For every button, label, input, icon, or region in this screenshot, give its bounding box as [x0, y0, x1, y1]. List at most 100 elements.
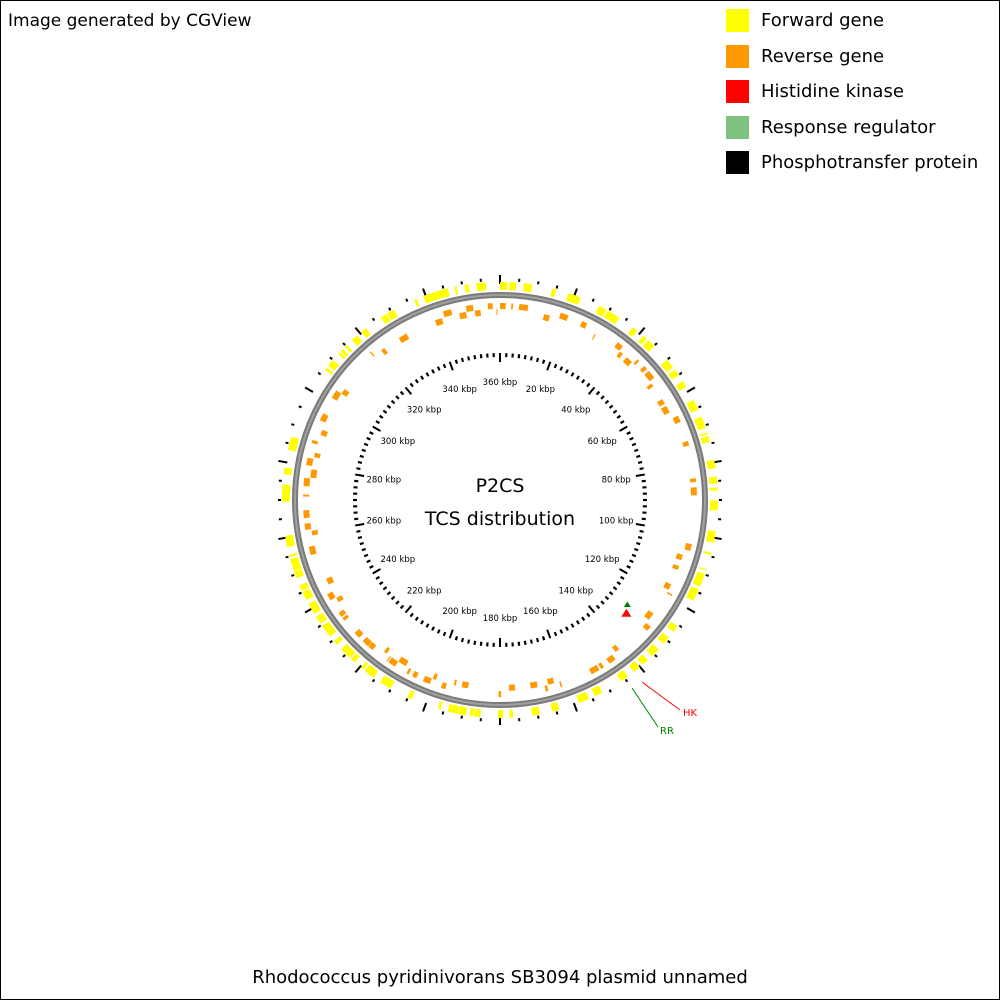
reverse-gene [508, 684, 516, 691]
forward-gene [627, 327, 638, 337]
inner-major-tick [404, 605, 413, 614]
kbp-tick-label: 60 kbp [588, 437, 617, 447]
reverse-gene [326, 576, 335, 585]
inner-minor-tick [575, 375, 580, 380]
inner-minor-tick [581, 616, 586, 622]
tcs-markers [621, 601, 632, 617]
forward-gene [380, 675, 395, 689]
inner-minor-tick [382, 409, 388, 414]
reverse-gene [434, 318, 444, 327]
inner-minor-tick [395, 395, 400, 400]
kbp-tick-label: 80 kbp [602, 476, 631, 486]
reverse-gene [461, 681, 470, 689]
kbp-tick-label: 320 kbp [407, 406, 442, 416]
outer-minor-tick [371, 678, 376, 683]
inner-minor-tick [354, 479, 359, 483]
forward-gene [591, 685, 603, 697]
forward-gene [509, 709, 514, 718]
forward-gene [308, 600, 322, 615]
inner-minor-tick [378, 581, 384, 586]
inner-minor-tick [356, 467, 361, 471]
kbp-tick-label: 280 kbp [366, 476, 401, 486]
inner-minor-tick [395, 600, 400, 605]
reverse-gene [644, 610, 654, 620]
inner-minor-tick [354, 517, 359, 521]
hk-callout-line [641, 681, 681, 711]
forward-gene [458, 706, 468, 716]
inner-minor-tick [366, 436, 371, 441]
inner-minor-tick [467, 639, 471, 644]
forward-gene [638, 335, 647, 345]
inner-minor-tick [460, 357, 465, 363]
outer-major-tick [638, 664, 646, 674]
outer-minor-tick [678, 624, 683, 629]
reverse-gene [338, 609, 347, 617]
inner-minor-tick [641, 517, 646, 521]
outer-minor-tick [624, 317, 629, 322]
forward-gene [351, 653, 360, 663]
outer-minor-tick [460, 281, 463, 285]
legend-label: Phosphotransfer protein [761, 152, 979, 173]
reverse-gene [369, 351, 375, 357]
inner-minor-tick [629, 559, 634, 564]
outer-minor-tick [698, 591, 702, 595]
outer-minor-tick [329, 356, 333, 360]
outer-minor-tick [342, 654, 346, 658]
forward-gene [283, 467, 293, 476]
reverse-gene-swatch [726, 44, 749, 68]
forward-gene [709, 487, 718, 491]
inner-minor-tick [479, 354, 483, 359]
reverse-gene [320, 429, 328, 437]
forward-gene [703, 550, 712, 556]
inner-minor-tick [604, 595, 610, 601]
kbp-tick-label: 100 kbp [599, 516, 634, 526]
forward-gene [700, 435, 711, 444]
reverse-gene [386, 656, 391, 662]
forward-gene [699, 432, 708, 437]
inner-minor-tick [639, 467, 644, 471]
forward-gene [344, 344, 353, 353]
phosphotransfer-protein-swatch [726, 151, 749, 174]
forward-gene [328, 360, 340, 371]
inner-major-tick [355, 473, 365, 478]
forward-gene [603, 310, 620, 325]
inner-minor-tick [612, 409, 618, 414]
inner-minor-tick [473, 640, 477, 645]
inner-minor-tick [626, 431, 631, 435]
outer-minor-tick [711, 441, 715, 445]
kbp-tick-label: 300 kbp [380, 437, 415, 447]
reverse-gene [442, 309, 453, 318]
reverse-gene [639, 365, 647, 373]
outer-minor-tick [608, 689, 612, 693]
forward-gene [333, 635, 344, 645]
forward-gene [340, 348, 349, 357]
kbp-tick-label: 180 kbp [483, 614, 518, 624]
legend-label: Reverse gene [761, 45, 885, 67]
inner-minor-tick [600, 395, 605, 400]
outer-minor-tick [678, 371, 683, 376]
kbp-tick-label: 40 kbp [561, 406, 590, 416]
reverse-gene [644, 370, 655, 382]
outer-minor-tick [537, 281, 540, 285]
inner-minor-tick [595, 604, 601, 610]
inner-major-tick [404, 386, 413, 395]
reverse-gene [487, 303, 493, 310]
inner-major-tick [635, 522, 645, 527]
reverse-gene [319, 413, 329, 423]
forward-gene [351, 335, 363, 347]
outer-minor-tick [371, 317, 376, 322]
inner-minor-tick [604, 399, 610, 405]
reverse-gene [303, 510, 310, 519]
outer-minor-tick [388, 307, 392, 311]
kbp-tick-label: 120 kbp [585, 555, 620, 565]
inner-minor-tick [359, 541, 364, 546]
inner-minor-tick [608, 404, 614, 409]
reverse-gene [498, 690, 502, 697]
inner-minor-tick [399, 604, 405, 610]
reverse-gene [660, 405, 670, 416]
cgview-credit: Image generated by CGView [8, 11, 252, 31]
reverse-gene [308, 545, 317, 556]
forward-gene [637, 654, 648, 665]
kbp-tick-label: 340 kbp [442, 385, 477, 395]
reverse-gene [511, 303, 514, 310]
